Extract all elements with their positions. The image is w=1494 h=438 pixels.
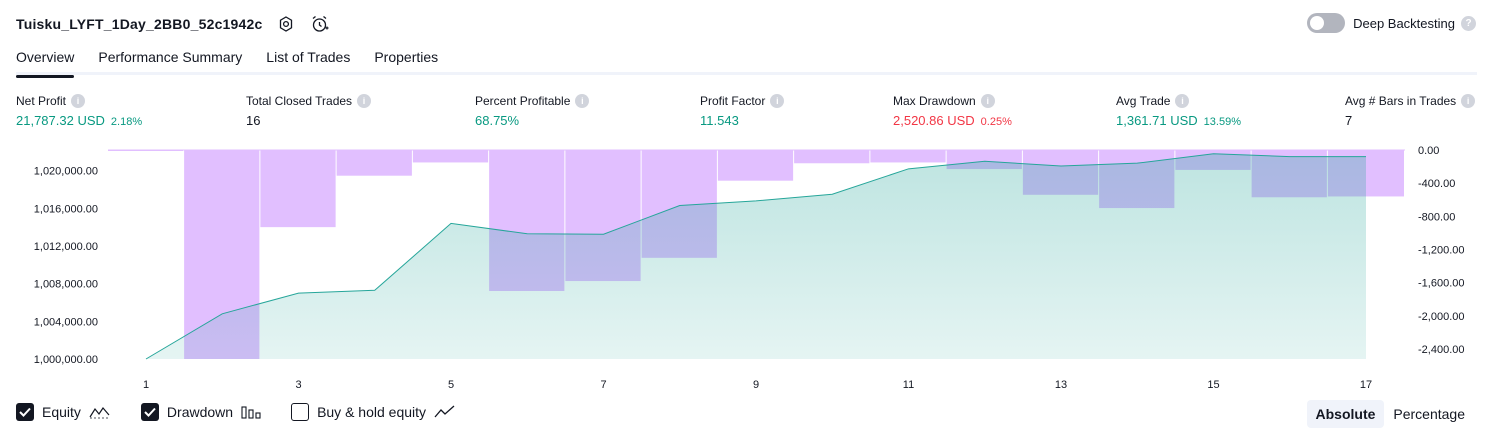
metric-label: Avg # Bars in Trades (1345, 94, 1457, 108)
equity-y-tick-label: 1,016,000.00 (34, 203, 98, 215)
legend-equity[interactable]: Equity (16, 403, 111, 421)
drawdown-bar (336, 150, 412, 176)
metric-profit-factor: Profit Factor i 11.543 (700, 94, 785, 128)
mode-absolute-button[interactable]: Absolute (1306, 400, 1385, 428)
equity-line-icon (89, 405, 111, 419)
x-tick-label: 13 (1055, 379, 1067, 391)
header: Tuisku_LYFT_1Day_2BB0_52c1942c (16, 10, 330, 38)
metric-label: Total Closed Trades (246, 94, 353, 108)
x-tick-label: 3 (295, 379, 301, 391)
drawdown-y-tick-label: -1,600.00 (1418, 278, 1464, 290)
metric-percent-profitable: Percent Profitable i 68.75% (475, 94, 590, 128)
equity-y-tick-label: 1,000,000.00 (34, 354, 98, 366)
info-icon[interactable]: i (980, 94, 995, 108)
tab-overview[interactable]: Overview (16, 44, 75, 78)
x-tick-label: 1 (143, 379, 149, 391)
legend-buy-hold[interactable]: Buy & hold equity (291, 403, 456, 421)
equity-y-tick-label: 1,012,000.00 (34, 241, 98, 253)
metric-avg-bars-in-trades: Avg # Bars in Trades i 7 (1345, 94, 1476, 128)
drawdown-y-tick-label: -800.00 (1418, 211, 1455, 223)
legend-label: Buy & hold equity (317, 404, 427, 420)
equity-area (146, 153, 1366, 359)
mode-percentage-button[interactable]: Percentage (1393, 406, 1465, 422)
drawdown-y-tick-label: -1,200.00 (1418, 245, 1464, 257)
equity-drawdown-chart[interactable]: 1,000,000.00 1,004,000.00 1,008,000.00 1,01… (0, 140, 1494, 395)
metric-value: 1,361.71 USD (1116, 113, 1198, 128)
metric-label: Avg Trade (1116, 94, 1171, 108)
info-icon[interactable]: i (1461, 94, 1476, 108)
metric-total-closed-trades: Total Closed Trades i 16 (246, 94, 372, 128)
legend-label: Equity (42, 404, 81, 420)
buy-hold-line-icon (434, 405, 456, 419)
x-tick-label: 9 (753, 379, 759, 391)
metric-value: 11.543 (700, 113, 739, 128)
info-icon[interactable]: i (770, 94, 785, 108)
settings-icon[interactable] (276, 14, 296, 34)
info-icon[interactable]: i (575, 94, 590, 108)
x-tick-label: 5 (448, 379, 454, 391)
legend-drawdown[interactable]: Drawdown (140, 403, 261, 421)
deep-backtesting-label: Deep Backtesting (1353, 15, 1455, 31)
drawdown-y-tick-label: -400.00 (1418, 178, 1455, 190)
drawdown-bar (108, 150, 184, 151)
buy-hold-checkbox[interactable] (291, 403, 310, 421)
equity-y-tick-label: 1,004,000.00 (34, 316, 98, 328)
tab-bar: Overview Performance Summary List of Tra… (16, 44, 1477, 78)
x-tick-label: 17 (1360, 379, 1372, 391)
equity-y-tick-label: 1,020,000.00 (34, 166, 98, 178)
equity-y-tick-label: 1,008,000.00 (34, 279, 98, 291)
legend-label: Drawdown (166, 404, 234, 420)
metric-label: Profit Factor (700, 94, 766, 108)
drawdown-bar (717, 150, 794, 181)
x-tick-label: 7 (600, 379, 606, 391)
tab-list-of-trades[interactable]: List of Trades (266, 49, 351, 65)
metric-sub-value: 13.59% (1203, 116, 1241, 128)
drawdown-bar (794, 150, 870, 164)
drawdown-bar (412, 150, 489, 163)
drawdown-bars-icon (241, 405, 261, 419)
metric-sub-value: 2.18% (110, 116, 143, 128)
x-tick-label: 11 (903, 379, 914, 391)
display-mode-switch: Absolute Percentage (1306, 400, 1475, 428)
metrics-row: Net Profit i 21,787.32 USD 2.18% Total Clo… (0, 94, 1494, 134)
drawdown-bar (260, 150, 336, 228)
legend: Equity Drawdown Buy & hold equity (16, 403, 486, 421)
toggle-knob (1310, 16, 1325, 30)
metric-avg-trade: Avg Trade i 1,361.71 USD 13.59% (1116, 94, 1241, 128)
info-icon[interactable]: i (1175, 94, 1190, 108)
metric-value: 2,520.86 USD (893, 113, 975, 128)
metric-value: 16 (246, 113, 261, 128)
info-icon[interactable]: i (71, 94, 86, 108)
metric-value: 68.75% (475, 113, 520, 128)
equity-checkbox[interactable] (16, 403, 34, 421)
metric-label: Max Drawdown (893, 94, 976, 108)
tab-performance-summary[interactable]: Performance Summary (98, 49, 243, 65)
deep-backtesting: Deep Backtesting ? (1307, 13, 1476, 33)
drawdown-y-tick-label: -2,000.00 (1418, 311, 1464, 323)
x-tick-label: 15 (1207, 379, 1219, 391)
metric-label: Percent Profitable (475, 94, 571, 108)
drawdown-y-tick-label: 0.00 (1418, 145, 1439, 157)
metric-value: 21,787.32 USD (16, 113, 105, 128)
info-icon[interactable]: i (357, 94, 372, 108)
metric-net-profit: Net Profit i 21,787.32 USD 2.18% (16, 94, 142, 128)
metric-label: Net Profit (16, 94, 67, 108)
alarm-clock-icon[interactable] (310, 14, 330, 34)
metric-sub-value: 0.25% (980, 116, 1012, 128)
help-icon[interactable]: ? (1461, 15, 1476, 31)
metric-value: 7 (1345, 113, 1353, 128)
metric-max-drawdown: Max Drawdown i 2,520.86 USD 0.25% (893, 94, 1012, 128)
drawdown-y-tick-label: -2,400.00 (1418, 344, 1464, 356)
drawdown-bar (870, 150, 946, 163)
strategy-name: Tuisku_LYFT_1Day_2BB0_52c1942c (16, 16, 263, 32)
drawdown-checkbox[interactable] (140, 403, 159, 421)
deep-backtesting-toggle[interactable] (1307, 13, 1346, 33)
tab-properties[interactable]: Properties (374, 49, 439, 65)
